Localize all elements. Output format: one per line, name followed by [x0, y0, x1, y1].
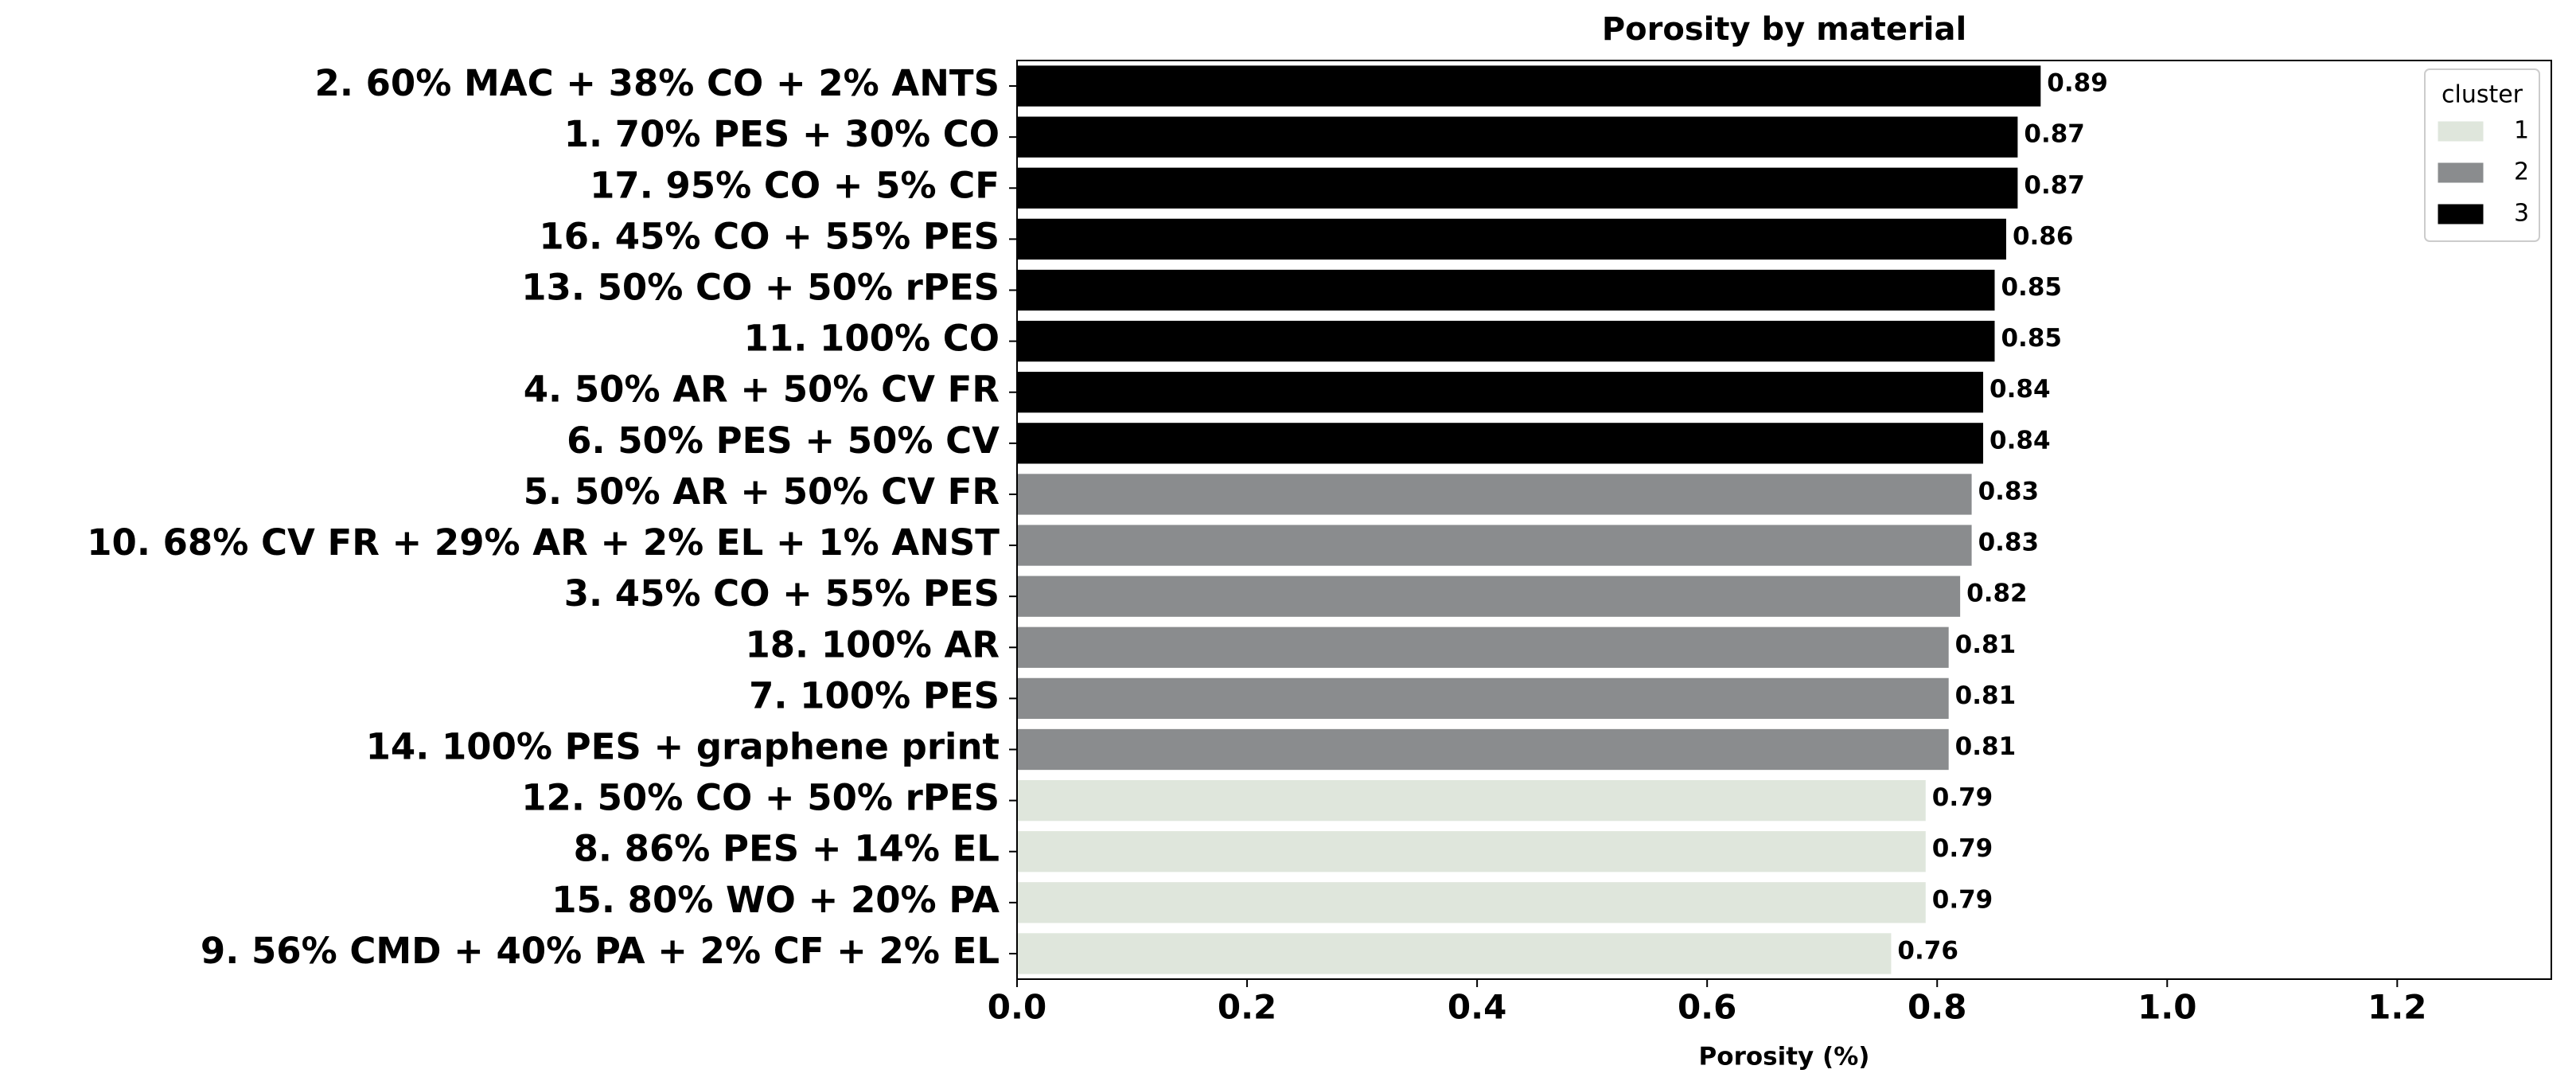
value-label: 0.85 [2001, 273, 2062, 302]
bar [1017, 218, 2006, 260]
value-label: 0.86 [2013, 222, 2074, 251]
y-tick-label: 1. 70% PES + 30% CO [564, 113, 1000, 155]
y-tick-label: 14. 100% PES + graphene print [366, 726, 1000, 768]
legend-label: 1 [2514, 117, 2529, 145]
value-label: 0.83 [1978, 529, 2040, 557]
x-tick-label: 0.0 [988, 988, 1046, 1027]
value-label: 0.81 [1955, 681, 2017, 710]
legend-frame [2424, 68, 2540, 242]
bar [1017, 677, 1949, 720]
value-label: 0.87 [2024, 120, 2085, 149]
x-tick-label: 0.2 [1218, 988, 1276, 1027]
y-tick-label: 17. 95% CO + 5% CF [590, 164, 1000, 206]
x-axis-label: Porosity (%) [1699, 1043, 1870, 1071]
bar [1017, 167, 2018, 209]
x-tick-label: 0.4 [1448, 988, 1506, 1027]
y-tick-label: 5. 50% AR + 50% CV FR [524, 470, 1000, 513]
value-label: 0.89 [2047, 69, 2108, 98]
value-label: 0.81 [1955, 732, 2017, 761]
y-tick-label: 15. 80% WO + 20% PA [551, 879, 1000, 921]
x-tick-label: 0.6 [1678, 988, 1736, 1027]
value-label: 0.81 [1955, 630, 2017, 659]
legend-swatch [2437, 120, 2484, 142]
y-tick-label: 13. 50% CO + 50% rPES [521, 267, 1000, 309]
value-label: 0.85 [2001, 324, 2062, 353]
value-label: 0.84 [1989, 426, 2051, 455]
value-label: 0.82 [1966, 580, 2028, 608]
x-tick-label: 1.2 [2368, 988, 2426, 1027]
y-tick-label: 10. 68% CV FR + 29% AR + 2% EL + 1% ANST [87, 521, 1000, 564]
legend-title: cluster [2442, 81, 2523, 109]
bar [1017, 320, 1995, 362]
y-tick-label: 6. 50% PES + 50% CV [567, 420, 1000, 462]
bar [1017, 933, 1892, 974]
value-label: 0.79 [1932, 885, 1993, 914]
bar [1017, 474, 1972, 515]
y-tick-label: 2. 60% MAC + 38% CO + 2% ANTS [315, 62, 1000, 104]
bar [1017, 423, 1984, 464]
x-tick-label: 1.0 [2138, 988, 2196, 1027]
bar [1017, 372, 1984, 413]
plot-frame [1016, 60, 2552, 980]
value-label: 0.79 [1932, 834, 1993, 863]
bar [1017, 831, 1926, 872]
y-tick-label: 8. 86% PES + 14% EL [574, 828, 1000, 870]
bar [1017, 626, 1949, 668]
value-label: 0.76 [1897, 936, 1958, 965]
value-label: 0.83 [1978, 477, 2040, 505]
bar [1017, 269, 1995, 311]
bar [1017, 116, 2018, 158]
x-tick-label: 0.8 [1908, 988, 1966, 1027]
value-label: 0.87 [2024, 171, 2085, 200]
legend-swatch [2437, 162, 2484, 184]
value-label: 0.79 [1932, 783, 1993, 812]
chart-title: Porosity by material [1602, 11, 1966, 48]
legend-label: 2 [2514, 158, 2529, 186]
legend-swatch [2437, 203, 2484, 225]
bar [1017, 779, 1926, 822]
bar [1017, 728, 1949, 771]
bar [1017, 525, 1972, 566]
y-tick-label: 18. 100% AR [745, 623, 1000, 666]
legend-label: 3 [2514, 200, 2529, 228]
bar [1017, 65, 2041, 107]
y-tick-label: 9. 56% CMD + 40% PA + 2% CF + 2% EL [201, 930, 1000, 972]
y-tick-label: 4. 50% AR + 50% CV FR [524, 369, 1000, 411]
y-tick-label: 7. 100% PES [749, 674, 1000, 716]
y-tick-label: 3. 45% CO + 55% PES [564, 572, 1000, 615]
value-label: 0.84 [1989, 375, 2051, 404]
bar [1017, 576, 1961, 617]
y-tick-label: 12. 50% CO + 50% rPES [521, 777, 1000, 819]
bar [1017, 882, 1926, 923]
y-tick-label: 16. 45% CO + 55% PES [539, 215, 1000, 257]
y-tick-label: 11. 100% CO [744, 318, 1000, 360]
